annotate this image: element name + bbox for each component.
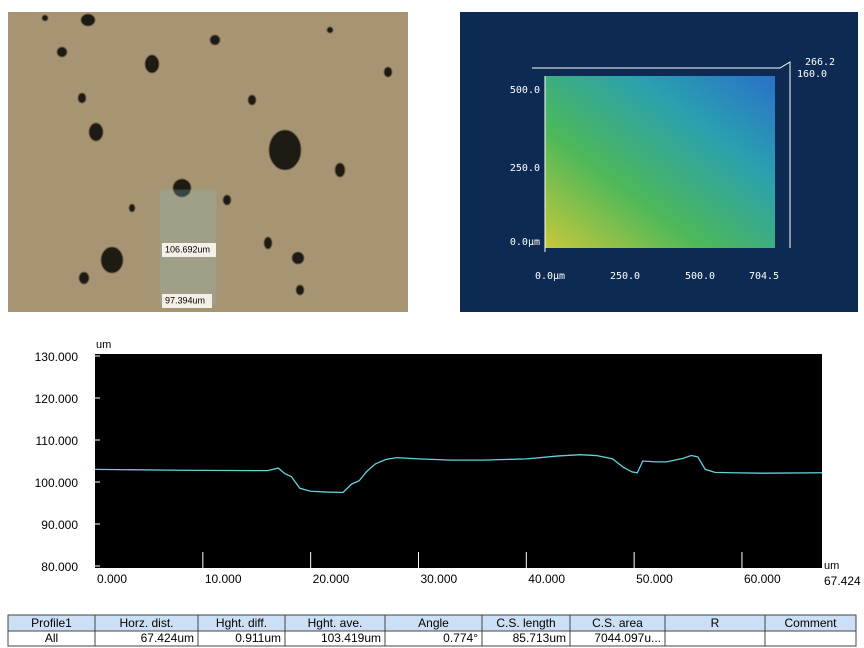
x-tick-label: 40.000	[528, 572, 565, 586]
x-tick-label: 67.424	[824, 574, 861, 588]
y-tick-label: 0.0µm	[510, 237, 540, 248]
y-tick-label: 250.0	[510, 163, 540, 174]
z-label: 160.0	[797, 69, 827, 80]
x-unit: um	[824, 560, 839, 572]
header-label: Horz. dist.	[119, 616, 173, 630]
measure-label: 106.692um	[165, 244, 210, 254]
x-tick-label: 10.000	[205, 572, 242, 586]
y-tick-label: 90.000	[41, 518, 78, 532]
view-3d: 500.0 250.0 0.0µm 0.0µm 250.0 500.0 704.…	[460, 12, 858, 312]
cell-text: 0.911um	[235, 631, 281, 645]
profile-chart: 80.000 90.000 100.000 110.000 120.000 130.000…	[35, 339, 861, 588]
header-label: Hght. diff.	[216, 616, 267, 630]
x-tick-label: 20.000	[313, 572, 350, 586]
result-table: Profile1 Horz. dist. Hght. diff. Hght. ave.…	[8, 615, 856, 646]
header-label: C.S. area	[592, 616, 643, 630]
y-tick-label: 80.000	[41, 560, 78, 574]
y-tick-label: 100.000	[35, 476, 79, 490]
x-tick-label: 60.000	[744, 572, 781, 586]
x-tick-label: 30.000	[420, 572, 457, 586]
cell-text: 85.713um	[513, 631, 566, 645]
y-tick-label: 130.000	[35, 350, 79, 364]
cell-text: 0.774°	[443, 631, 478, 645]
header-label: C.S. length	[496, 616, 555, 630]
x-tick-label: 704.5	[749, 271, 779, 282]
header-label: Angle	[418, 616, 449, 630]
cell-text: 103.419um	[321, 631, 381, 645]
header-label: Profile1	[31, 616, 72, 630]
header-label: R	[711, 616, 720, 630]
page: 106.692um 97.394um 500.0 250.0 0.0µm 0.0…	[0, 0, 864, 648]
x-tick-label: 250.0	[610, 271, 640, 282]
cell-text: All	[45, 631, 58, 645]
micrograph: 106.692um 97.394um	[8, 12, 408, 312]
x-tick-label: 50.000	[636, 572, 673, 586]
x-tick-label: 500.0	[685, 271, 715, 282]
cell	[665, 631, 765, 646]
y-unit: um	[96, 339, 111, 351]
y-tick-label: 110.000	[36, 434, 79, 448]
cell	[765, 631, 856, 646]
z-label: 266.2	[805, 57, 835, 68]
header-label: Comment	[784, 616, 837, 630]
x-tick-label: 0.0µm	[535, 271, 565, 282]
screen: 106.692um 97.394um 500.0 250.0 0.0µm 0.0…	[0, 0, 864, 648]
y-tick-label: 500.0	[510, 85, 540, 96]
header-label: Hght. ave.	[308, 616, 363, 630]
measure-label: 97.394um	[165, 295, 205, 305]
cell-text: 67.424um	[141, 631, 194, 645]
cell-text: 7044.097u...	[594, 631, 661, 645]
y-tick-label: 120.000	[35, 392, 79, 406]
x-tick-label: 0.000	[97, 572, 127, 586]
